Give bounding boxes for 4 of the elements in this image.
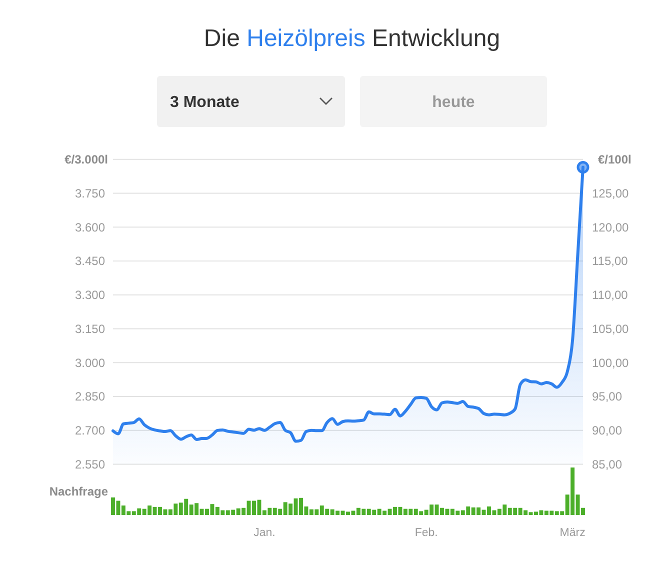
x-tick-label: Feb. xyxy=(414,527,438,540)
x-tick-label: Jan. xyxy=(254,527,276,540)
x-tick-label: März xyxy=(560,527,586,540)
y-axis-title: Nachfrage xyxy=(49,484,108,498)
